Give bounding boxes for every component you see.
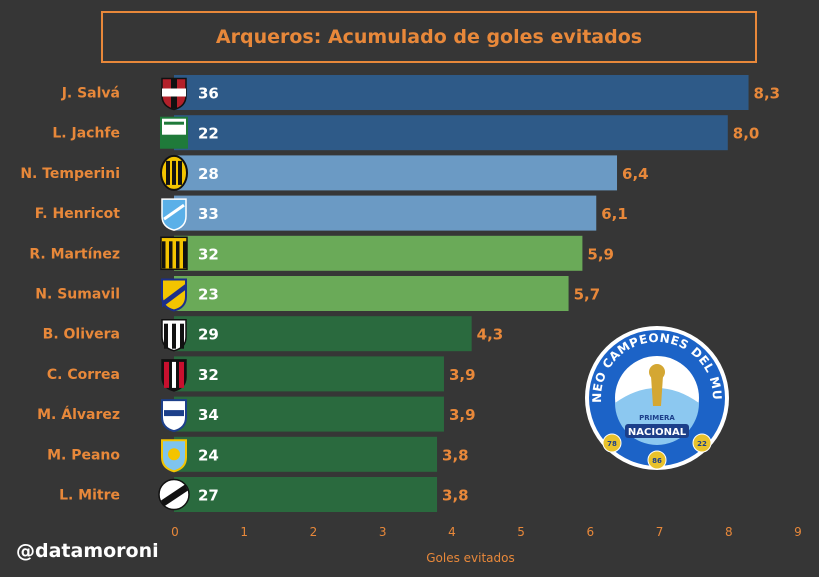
bar-inner-label: 22: [198, 125, 219, 143]
bar-inner-label: 24: [198, 446, 219, 464]
bar: [174, 115, 728, 151]
x-tick-label: 3: [379, 525, 387, 539]
svg-text:NACIONAL: NACIONAL: [628, 427, 687, 438]
x-tick-label: 6: [587, 525, 595, 539]
value-label: 6,1: [601, 205, 628, 223]
value-label: 4,3: [477, 326, 504, 344]
value-label: 5,7: [574, 286, 601, 304]
watermark: @datamoroni: [16, 540, 159, 562]
chacarita-crest-icon: [161, 359, 187, 392]
bar-inner-label: 32: [198, 366, 219, 384]
bar-inner-label: 23: [198, 286, 219, 304]
value-label: 8,3: [754, 85, 781, 103]
category-label: R. Martínez: [29, 246, 120, 262]
ferro-general-pico-crest-icon: [160, 116, 188, 149]
x-tick-label: 1: [240, 525, 248, 539]
category-label: B. Olivera: [43, 327, 120, 343]
all-boys-crest-icon: [158, 478, 190, 511]
bar: [174, 316, 472, 352]
bar-inner-label: 29: [198, 326, 219, 344]
bar: [174, 276, 569, 311]
gimnasia-crest-icon: [161, 318, 187, 352]
bar: [174, 235, 583, 271]
x-tick-label: 0: [171, 525, 179, 539]
x-axis-label: Goles evitados: [426, 551, 515, 565]
x-tick-label: 9: [794, 525, 802, 539]
bar-inner-label: 34: [198, 406, 219, 424]
bar: [174, 477, 438, 512]
temperley-crest-icon: [161, 439, 187, 473]
svg-text:PRIMERA: PRIMERA: [639, 414, 675, 422]
quilmes-crest-icon: [161, 399, 187, 433]
value-label: 3,9: [449, 406, 476, 424]
category-label: J. Salvá: [61, 86, 120, 102]
bar-inner-label: 32: [198, 245, 219, 263]
bar-inner-label: 33: [198, 205, 219, 223]
value-label: 3,8: [442, 446, 469, 464]
x-tick-label: 4: [448, 525, 456, 539]
category-label: F. Henricot: [35, 206, 120, 222]
chart-title: Arqueros: Acumulado de goles evitados: [215, 26, 643, 48]
value-label: 3,8: [442, 487, 469, 505]
svg-text:22: 22: [697, 440, 707, 448]
category-label: M. Álvarez: [37, 406, 120, 423]
svg-text:78: 78: [607, 440, 617, 448]
value-label: 8,0: [733, 125, 760, 143]
value-label: 3,9: [449, 366, 476, 384]
category-label: N. Sumavil: [35, 287, 120, 303]
bar: [174, 356, 444, 392]
atlanta-crest-icon: [161, 278, 187, 312]
category-label: N. Temperini: [20, 166, 120, 182]
bar-inner-label: 27: [198, 487, 219, 505]
bar: [174, 195, 597, 231]
bar-inner-label: 28: [198, 165, 219, 183]
value-label: 6,4: [622, 165, 649, 183]
category-label: L. Jachfe: [52, 126, 120, 142]
category-label: L. Mitre: [59, 488, 120, 504]
madryn-crest-icon: [160, 154, 188, 191]
bar-inner-label: 36: [198, 85, 219, 103]
x-tick-label: 8: [725, 525, 733, 539]
cadu-crest-icon: [161, 198, 187, 231]
patronato-crest-icon: [161, 77, 187, 111]
category-label: M. Peano: [47, 447, 120, 463]
x-tick-label: 7: [656, 525, 664, 539]
x-tick-label: 2: [310, 525, 318, 539]
svg-text:86: 86: [652, 457, 662, 465]
value-label: 5,9: [587, 245, 614, 263]
chart-title-box: Arqueros: Acumulado de goles evitados: [101, 11, 757, 63]
bar: [174, 75, 749, 110]
bar: [174, 155, 618, 191]
bar: [174, 396, 444, 432]
category-label: C. Correa: [47, 367, 120, 383]
x-tick-label: 5: [517, 525, 525, 539]
bar: [174, 436, 438, 472]
almirante-brown-crest-icon: [160, 236, 188, 271]
